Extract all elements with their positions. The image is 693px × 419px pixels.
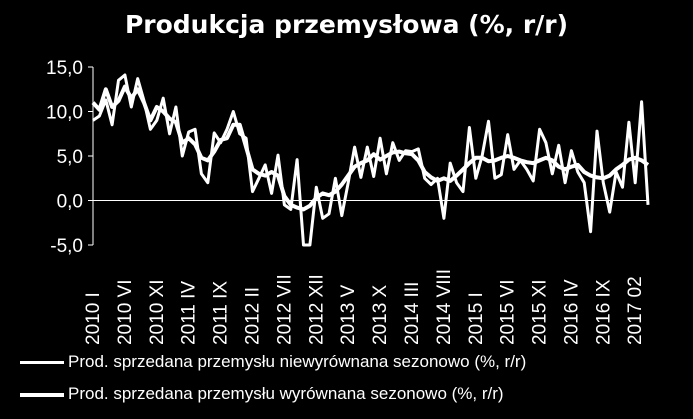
series-line-2 [91, 84, 650, 212]
x-tick-label: 2012 VII [274, 274, 295, 345]
y-tick-label: -5,0 [50, 236, 83, 257]
x-tick-label: 2012 II [242, 287, 263, 345]
x-tick-label: 2014 VIII [434, 269, 455, 345]
y-tick-label: 5,0 [57, 147, 83, 168]
x-tick-label: 2012 XII [306, 274, 327, 345]
legend-item-series-1: Prod. sprzedana przemysłu niewyrównana s… [20, 352, 690, 372]
series-line-1 [92, 73, 650, 247]
chart-title: Produkcja przemysłowa (%, r/r) [124, 10, 569, 39]
y-tick-label: 0,0 [57, 192, 83, 213]
x-tick-label: 2014 III [402, 282, 423, 345]
x-tick-label: 2010 I [83, 292, 104, 345]
y-tick-label: 10,0 [46, 103, 83, 124]
x-tick-label: 2015 VI [498, 280, 519, 346]
x-tick-label: 2015 XI [530, 280, 551, 346]
x-tick-label: 2010 VI [115, 280, 136, 346]
x-tick-label: 2010 XI [147, 280, 168, 346]
legend-swatch-series-1 [20, 361, 64, 365]
x-tick-label: 2013 V [338, 284, 359, 345]
legend-label-series-2: Prod. sprzedana przemysłu wyrównana sezo… [68, 384, 504, 403]
x-tick-label: 2011 IX [211, 281, 232, 345]
x-tick-label: 2017 02 [625, 276, 646, 345]
legend-swatch-series-2 [20, 392, 64, 397]
y-tick-label: 15,0 [46, 58, 83, 79]
x-tick-label: 2016 IV [561, 279, 582, 345]
x-tick-label: 2013 X [370, 284, 391, 345]
x-tick-label: 2015 I [466, 292, 487, 345]
legend-label-series-1: Prod. sprzedana przemysłu niewyrównana s… [68, 352, 527, 371]
legend-item-series-2: Prod. sprzedana przemysłu wyrównana sezo… [20, 384, 690, 404]
x-tick-label: 2011 IV [179, 281, 200, 345]
x-tick-label: 2016 IX [593, 279, 614, 345]
